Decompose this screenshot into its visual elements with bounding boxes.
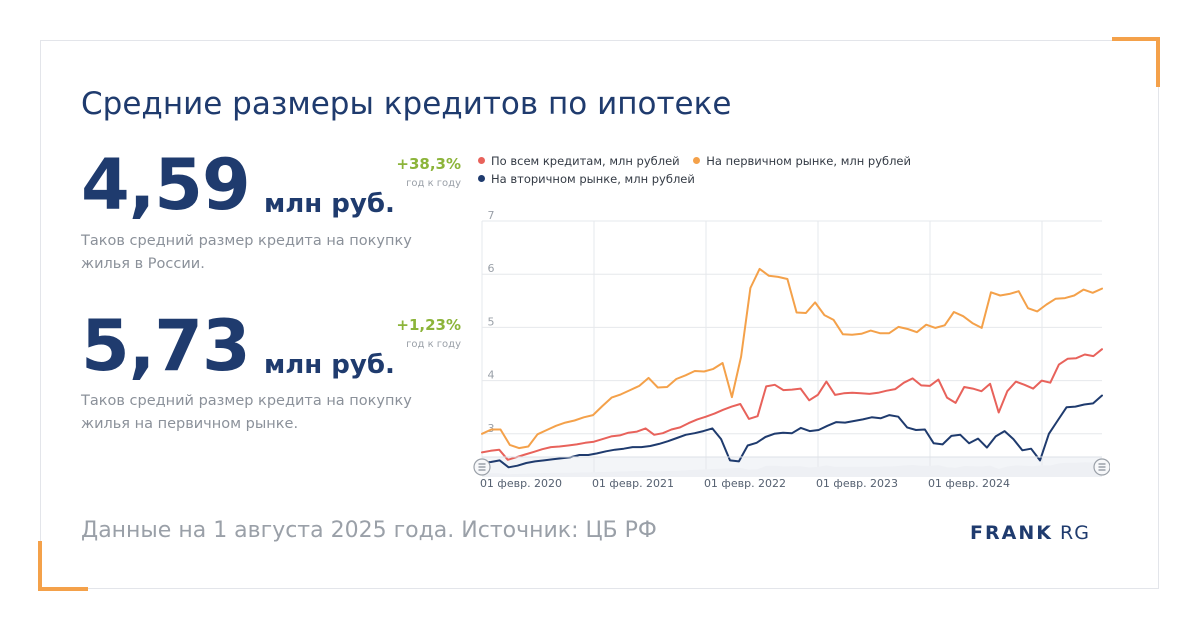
y-tick-label: 3 bbox=[488, 422, 495, 435]
x-tick-label: 01 февр. 2022 bbox=[704, 477, 786, 490]
legend-label-all: По всем кредитам, млн рублей bbox=[491, 154, 680, 168]
x-tick-label: 01 февр. 2023 bbox=[816, 477, 898, 490]
legend-label-primary: На первичном рынке, млн рублей bbox=[706, 154, 911, 168]
page-title: Средние размеры кредитов по ипотеке bbox=[81, 86, 732, 122]
x-tick-label: 01 февр. 2021 bbox=[592, 477, 674, 490]
stat-primary-unit: млн руб. bbox=[264, 350, 395, 380]
stat-primary-period: год к году bbox=[406, 339, 461, 350]
series-line-secondary bbox=[481, 394, 1103, 469]
stat-all-unit: млн руб. bbox=[264, 189, 395, 219]
brand-logo: FRANK RG bbox=[970, 522, 1090, 544]
stat-primary-description: Таков средний размер кредита на покупку … bbox=[81, 393, 412, 432]
card-frame bbox=[40, 40, 1159, 589]
legend-marker-secondary bbox=[478, 175, 485, 182]
navigator-handle-left[interactable] bbox=[473, 458, 491, 476]
stat-all-description: Таков средний размер кредита на покупку … bbox=[81, 233, 412, 272]
navigator-area bbox=[482, 461, 1102, 477]
chart-legend: По всем кредитам, млн рублей На первично… bbox=[478, 152, 921, 188]
stat-primary-change: +1,23% bbox=[396, 316, 461, 334]
legend-marker-all bbox=[478, 157, 485, 164]
x-tick-label: 01 февр. 2024 bbox=[928, 477, 1010, 490]
corner-accent-top-right bbox=[1112, 37, 1160, 87]
navigator-handle-right[interactable] bbox=[1093, 458, 1110, 476]
y-tick-label: 5 bbox=[488, 315, 495, 328]
y-tick-label: 4 bbox=[488, 369, 495, 382]
stat-all-value: 4,59 bbox=[81, 144, 251, 226]
stat-primary-value: 5,73 bbox=[81, 305, 251, 387]
y-tick-label: 7 bbox=[488, 209, 495, 222]
line-chart: 3 4 5 6 7 01 февр. 2020 01 февр. 2021 01 февр. … bbox=[473, 209, 1110, 490]
series-line-primary bbox=[481, 267, 1103, 450]
stat-all-period: год к году bbox=[406, 178, 461, 189]
legend-marker-primary bbox=[693, 157, 701, 164]
footer-source: Данные на 1 августа 2025 года. Источник:… bbox=[81, 518, 657, 543]
corner-accent-bottom-left bbox=[38, 541, 88, 591]
legend-item-secondary[interactable]: На вторичном рынке, млн рублей bbox=[478, 170, 695, 188]
legend-item-all[interactable]: По всем кредитам, млн рублей bbox=[478, 152, 680, 170]
y-tick-label: 6 bbox=[488, 262, 495, 275]
logo-light-text: RG bbox=[1060, 522, 1090, 544]
stat-all-change: +38,3% bbox=[396, 155, 461, 173]
legend-item-primary[interactable]: На первичном рынке, млн рублей bbox=[693, 152, 911, 170]
logo-bold-text: FRANK bbox=[970, 522, 1053, 544]
legend-label-secondary: На вторичном рынке, млн рублей bbox=[491, 172, 695, 186]
series-line-all bbox=[481, 348, 1103, 461]
x-tick-label: 01 февр. 2020 bbox=[480, 477, 562, 490]
